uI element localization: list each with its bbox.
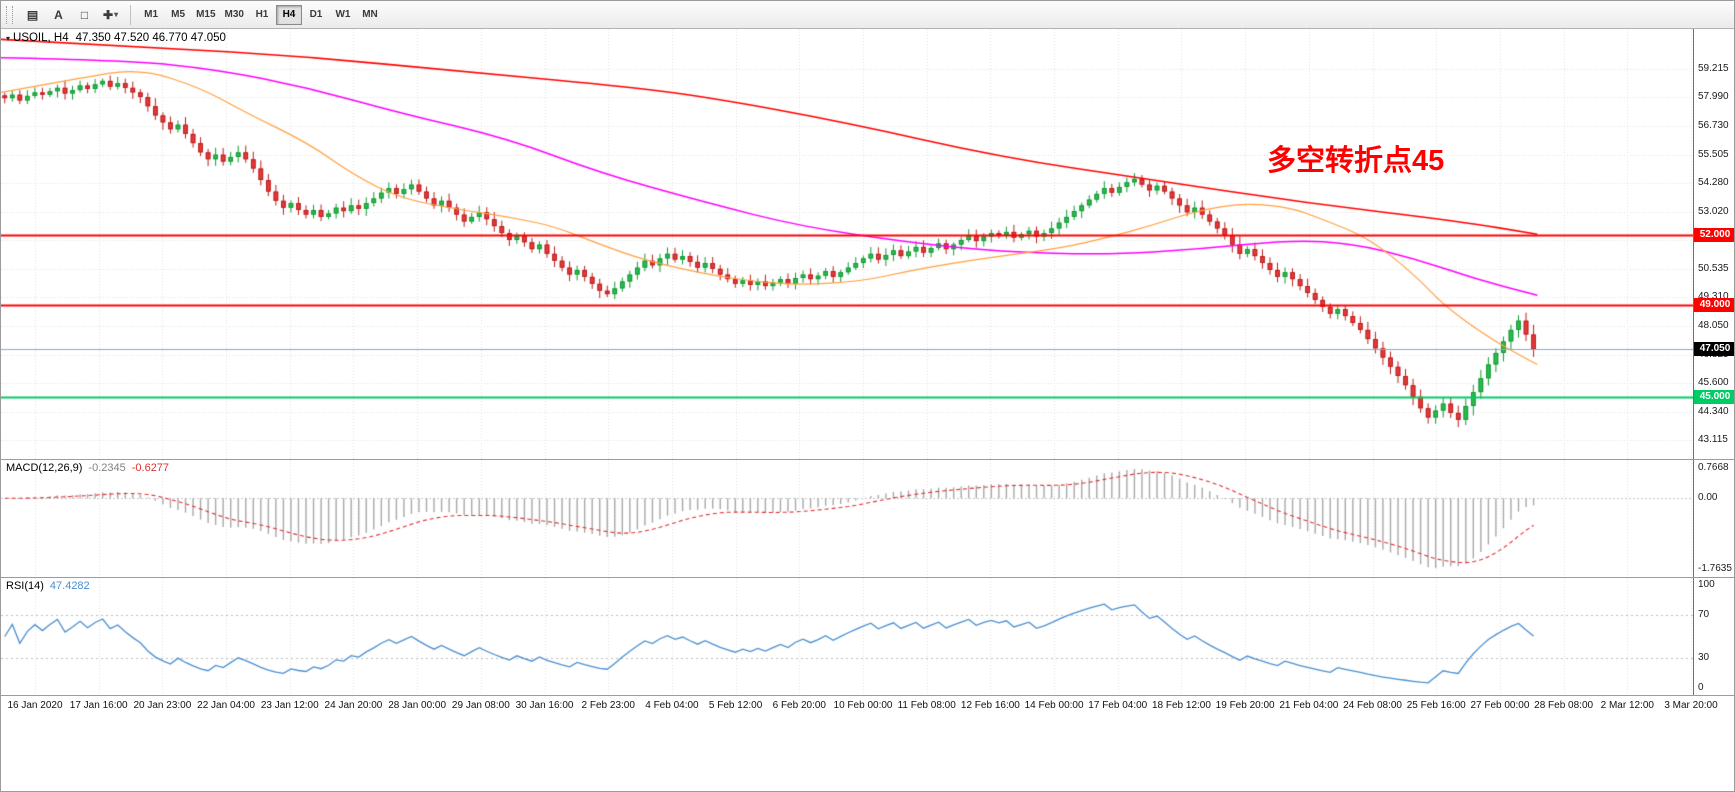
rsi-panel: 100 70 30 0 RSI(14) 47.4282 [1, 577, 1734, 695]
time-axis-label: 18 Feb 12:00 [1151, 700, 1211, 711]
timeframe-button-h4[interactable]: H4 [275, 4, 302, 25]
rsi-name: RSI(14) [6, 580, 44, 592]
timeframe-toolbar: M1 M5 M15 M30 H1 H4 D1 W1 MN [138, 4, 383, 25]
price-chart-canvas[interactable] [1, 29, 1693, 459]
toolbar-grip-icon[interactable] [6, 5, 13, 24]
price-chart-panel: 59.21557.99056.73055.50554.28053.02051.7… [1, 29, 1734, 459]
symbol-dropdown-icon[interactable]: ▾ [6, 34, 11, 43]
level-price-tag: 45.000 [1694, 389, 1734, 404]
timeframe-button-h1[interactable]: H1 [249, 5, 275, 25]
rsi-label: RSI(14) 47.4282 [6, 580, 96, 592]
macd-canvas[interactable] [1, 460, 1693, 577]
macd-panel: 0.7668 0.00 -1.7635 MACD(12,26,9) -0.2345 -0… [1, 459, 1734, 577]
macd-name: MACD(12,26,9) [6, 462, 83, 474]
price-axis-label: 50.535 [1698, 263, 1729, 275]
price-axis-label: 53.020 [1698, 205, 1729, 217]
shapes-tool-icon: □ [80, 7, 89, 22]
macd-label: MACD(12,26,9) -0.2345 -0.6277 [6, 462, 175, 474]
rsi-axis-label: 70 [1698, 609, 1710, 621]
macd-axis-label: 0.00 [1698, 492, 1718, 504]
macd-signal-value: -0.6277 [131, 462, 170, 474]
time-axis-label: 21 Feb 04:00 [1279, 700, 1339, 711]
dropdown-caret-icon: ▾ [114, 10, 119, 19]
crosshair-tool-icon: ✚ [103, 7, 114, 22]
time-axis-label: 28 Jan 00:00 [388, 700, 447, 711]
price-axis-label: 54.280 [1698, 176, 1729, 188]
time-axis-label: 2 Mar 12:00 [1600, 700, 1654, 711]
chart-type-button[interactable]: ▤ [20, 4, 45, 26]
timeframe-button-m30[interactable]: M30 [221, 5, 248, 25]
time-axis-label: 27 Feb 00:00 [1470, 700, 1530, 711]
shapes-tool-button[interactable]: □ [72, 4, 97, 26]
rsi-canvas[interactable] [1, 578, 1693, 695]
time-axis-label: 4 Feb 04:00 [645, 700, 699, 711]
text-tool-button[interactable]: A [46, 4, 71, 26]
timeframe-button-m15[interactable]: M15 [192, 5, 219, 25]
time-axis-label: 17 Jan 16:00 [69, 700, 128, 711]
rsi-axis-label: 100 [1698, 579, 1715, 590]
time-axis-label: 11 Feb 08:00 [897, 700, 956, 711]
timeframe-button-w1[interactable]: W1 [330, 5, 356, 25]
toolbar-separator [130, 4, 132, 25]
time-axis-label: 2 Feb 23:00 [581, 700, 635, 711]
price-axis-label: 57.990 [1698, 91, 1729, 103]
price-axis-label: 48.050 [1698, 320, 1729, 332]
price-axis-label: 43.115 [1698, 434, 1728, 446]
time-axis-label: 14 Feb 00:00 [1024, 700, 1084, 711]
time-axis[interactable]: 16 Jan 2020 17 Jan 16:00 20 Jan 23:00 22 Ja… [1, 695, 1734, 718]
price-axis-label: 45.600 [1698, 376, 1729, 388]
time-axis-label: 6 Feb 20:00 [772, 700, 826, 711]
rsi-axis-label: 0 [1698, 682, 1704, 693]
time-axis-label: 24 Feb 08:00 [1343, 700, 1402, 711]
price-axis-label: 56.730 [1698, 120, 1729, 132]
current-price-tag: 47.050 [1694, 342, 1734, 357]
ohlc-values: 47.350 47.520 46.770 47.050 [75, 32, 226, 44]
text-tool-icon: A [54, 7, 63, 22]
chart-type-icon: ▤ [26, 7, 39, 22]
timeframe-button-m1[interactable]: M1 [138, 5, 164, 25]
chart-window: 59.21557.99056.73055.50554.28053.02051.7… [1, 29, 1734, 791]
chart-title: ▾ USOIL, H4 47.350 47.520 46.770 47.050 [6, 32, 226, 44]
level-price-tag: 52.000 [1694, 228, 1734, 243]
drawing-toolbar: ▤ A □ ✚ ▾ [20, 4, 123, 26]
time-axis-label: 20 Jan 23:00 [133, 700, 192, 711]
macd-axis-label: -1.7635 [1698, 563, 1732, 574]
time-axis-label: 30 Jan 16:00 [515, 700, 574, 711]
time-axis-label: 3 Mar 20:00 [1664, 700, 1718, 711]
price-axis-label: 49.310 [1698, 291, 1729, 302]
time-axis-label: 25 Feb 16:00 [1406, 700, 1466, 711]
chart-annotation: 多空转折点45 [1267, 145, 1445, 177]
timeframe-button-m5[interactable]: M5 [165, 5, 191, 25]
crosshair-tool-button[interactable]: ✚ ▾ [98, 4, 123, 26]
price-axis-label: 55.505 [1698, 148, 1729, 160]
rsi-axis-label: 30 [1698, 651, 1710, 663]
price-axis-label: 59.215 [1698, 63, 1729, 74]
macd-axis[interactable]: 0.7668 0.00 -1.7635 [1693, 460, 1734, 577]
time-axis-label: 24 Jan 20:00 [324, 700, 383, 711]
time-axis-label: 17 Feb 04:00 [1088, 700, 1148, 711]
price-axis[interactable]: 59.21557.99056.73055.50554.28053.02051.7… [1693, 29, 1734, 459]
time-axis-label: 23 Jan 12:00 [260, 700, 319, 711]
macd-main-value: -0.2345 [88, 462, 126, 474]
price-axis-label: 44.340 [1698, 405, 1729, 417]
time-axis-label: 12 Feb 16:00 [960, 700, 1020, 711]
time-axis-label: 29 Jan 08:00 [451, 700, 510, 711]
time-axis-label: 10 Feb 00:00 [833, 700, 893, 711]
symbol-period-label: USOIL, H4 [13, 32, 69, 44]
macd-axis-label: 0.7668 [1698, 462, 1729, 473]
timeframe-button-d1[interactable]: D1 [303, 5, 329, 25]
level-price-tag: 49.000 [1694, 297, 1734, 312]
time-axis-label: 19 Feb 20:00 [1215, 700, 1275, 711]
time-axis-label: 5 Feb 12:00 [708, 700, 763, 711]
rsi-axis[interactable]: 100 70 30 0 [1693, 578, 1734, 695]
toolbar: ▤ A □ ✚ ▾ M1 M5 M15 M30 H1 H4 D1 W1 MN [1, 1, 1734, 29]
timeframe-button-mn[interactable]: MN [357, 5, 383, 25]
time-axis-label: 16 Jan 2020 [7, 700, 63, 711]
time-axis-label: 28 Feb 08:00 [1534, 700, 1594, 711]
rsi-value: 47.4282 [49, 580, 90, 592]
time-axis-label: 22 Jan 04:00 [197, 700, 255, 711]
